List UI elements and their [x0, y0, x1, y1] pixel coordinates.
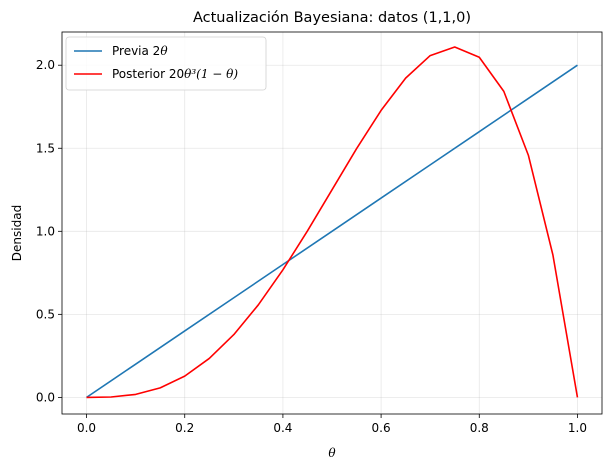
y-axis-ticks: 0.0 0.5 1.0 1.5 2.0: [36, 58, 62, 404]
y-tick-label: 1.5: [36, 141, 55, 155]
x-axis-label: θ: [328, 446, 336, 460]
series-line-previa: [86, 64, 578, 399]
legend-label-posterior-text: Posterior 20: [112, 67, 184, 81]
x-tick-label: 0.6: [372, 421, 391, 435]
plot-lines: [86, 46, 579, 399]
y-axis-label: Densidad: [10, 205, 24, 261]
x-axis-ticks: 0.0 0.2 0.4 0.6 0.8 1.0: [77, 414, 587, 435]
chart-title: Actualización Bayesiana: datos (1,1,0): [193, 10, 471, 26]
series-line-posterior: [86, 46, 579, 399]
legend-label-posterior: Posterior 20θ³(1 − θ): [112, 67, 238, 81]
y-tick-label: 0.5: [36, 307, 55, 321]
legend-label-previa-text: Previa 2: [112, 44, 160, 58]
x-tick-label: 0.2: [175, 421, 194, 435]
x-tick-label: 1.0: [568, 421, 587, 435]
y-tick-label: 1.0: [36, 224, 55, 238]
legend-label-previa: Previa 2θ: [112, 44, 168, 58]
x-tick-label: 0.8: [470, 421, 489, 435]
grid: [62, 32, 602, 414]
legend-box: [65, 36, 267, 91]
legend-label-previa-math: θ: [160, 44, 168, 58]
legend: Previa 2θ Posterior 20θ³(1 − θ): [65, 36, 267, 91]
x-tick-label: 0.0: [77, 421, 96, 435]
legend-label-posterior-math: θ³(1 − θ): [184, 67, 238, 81]
plot-frame: [61, 31, 603, 415]
x-tick-label: 0.4: [273, 421, 292, 435]
y-tick-label: 2.0: [36, 58, 55, 72]
y-tick-label: 0.0: [36, 390, 55, 404]
